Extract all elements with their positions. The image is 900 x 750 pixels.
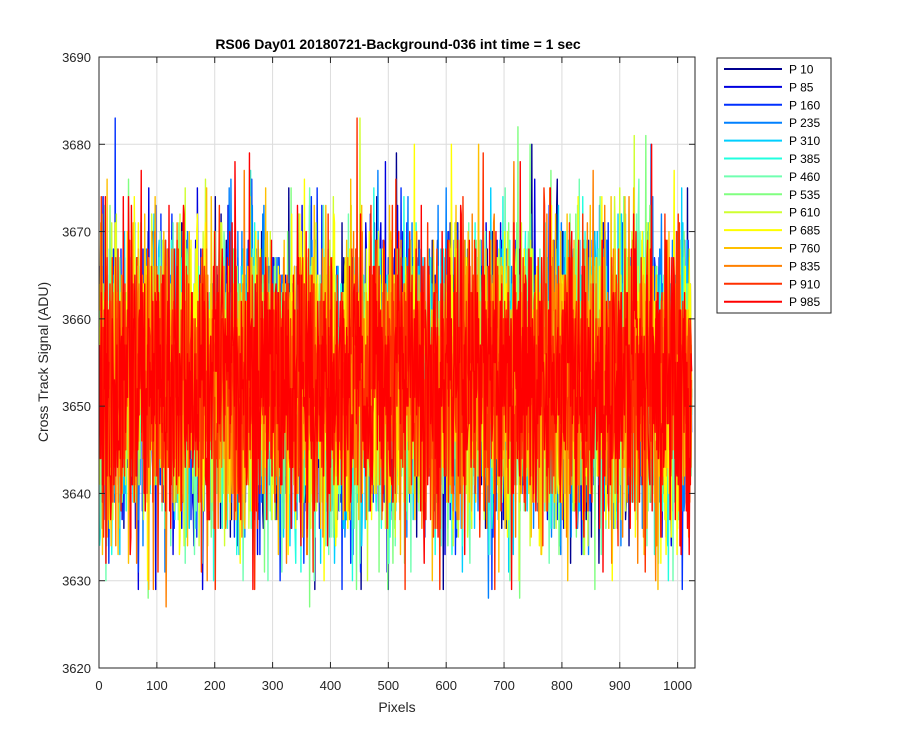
legend-label: P 310 <box>789 134 820 148</box>
x-tick-label: 900 <box>609 678 631 693</box>
x-tick-label: 200 <box>204 678 226 693</box>
y-tick-label: 3690 <box>62 50 91 65</box>
x-tick-label: 600 <box>435 678 457 693</box>
x-tick-label: 400 <box>320 678 342 693</box>
y-tick-label: 3660 <box>62 312 91 327</box>
x-tick-label: 100 <box>146 678 168 693</box>
legend-label: P 610 <box>789 206 820 220</box>
y-tick-label: 3670 <box>62 225 91 240</box>
legend-label: P 910 <box>789 277 820 291</box>
y-tick-label: 3620 <box>62 661 91 676</box>
x-axis: 0 100 200 300 400 500 600 700 800 900 1000 <box>95 57 692 693</box>
legend[interactable]: P 10 P 85 P 160 P 235 P 310 P 385 P 460 P 535 P … <box>716 57 832 314</box>
legend-label: P 235 <box>789 116 820 130</box>
x-tick-label: 500 <box>377 678 399 693</box>
y-axis: 3620 3630 3640 3650 3660 3670 3680 3690 <box>62 50 695 676</box>
legend-label: P 10 <box>789 63 814 77</box>
x-tick-label: 700 <box>493 678 515 693</box>
series-line-p985 <box>98 143 693 591</box>
legend-label: P 685 <box>789 224 820 238</box>
legend-label: P 835 <box>789 259 820 273</box>
legend-entries: P 10 P 85 P 160 P 235 P 310 P 385 P 460 P 535 P … <box>724 63 820 309</box>
legend-label: P 160 <box>789 98 820 112</box>
legend-label: P 760 <box>789 242 820 256</box>
y-tick-label: 3650 <box>62 399 91 414</box>
legend-box <box>716 57 832 314</box>
x-axis-label: Pixels <box>378 699 415 715</box>
legend-label: P 85 <box>789 80 814 94</box>
legend-label: P 985 <box>789 295 820 309</box>
legend-label: P 460 <box>789 170 820 184</box>
legend-label: P 385 <box>789 152 820 166</box>
y-axis-label: Cross Track Signal (ADU) <box>35 282 51 442</box>
series-lines <box>98 117 693 608</box>
x-tick-label: 300 <box>262 678 284 693</box>
legend-label: P 535 <box>789 188 820 202</box>
x-tick-label: 1000 <box>663 678 692 693</box>
x-tick-label: 800 <box>551 678 573 693</box>
y-tick-label: 3680 <box>62 137 91 152</box>
chart-title: RS06 Day01 20180721-Background-036 int t… <box>215 36 581 52</box>
y-tick-label: 3630 <box>62 574 91 589</box>
y-tick-label: 3640 <box>62 486 91 501</box>
plot-frame <box>98 56 696 669</box>
x-tick-label: 0 <box>95 678 102 693</box>
